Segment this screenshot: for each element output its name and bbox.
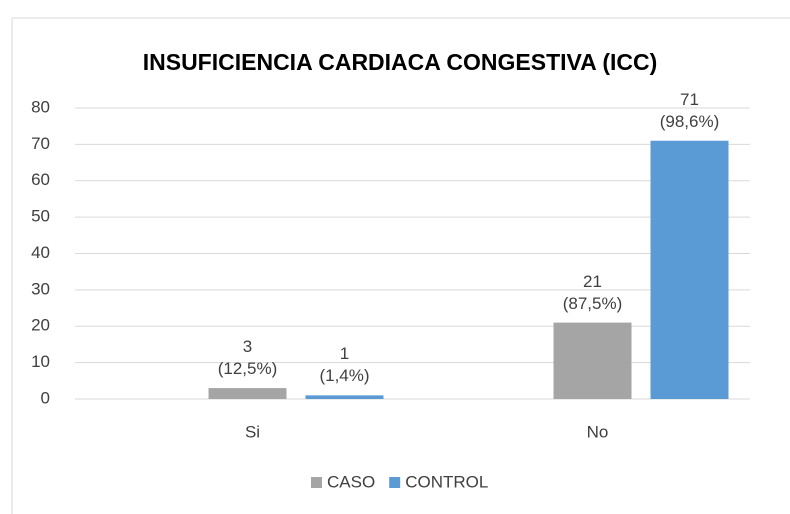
data-label: 71 (98,6%)	[659, 89, 720, 131]
data-label: 3 (12,5%)	[217, 337, 278, 379]
y-tick-label: 20	[31, 316, 50, 335]
x-tick-label: No	[587, 422, 609, 441]
legend-swatch	[389, 477, 401, 488]
bar	[305, 395, 384, 399]
y-tick-label: 40	[31, 243, 50, 262]
legend-label: CONTROL	[405, 472, 488, 491]
y-tick-label: 30	[31, 279, 50, 298]
bar	[208, 388, 287, 399]
y-tick-label: 60	[31, 170, 50, 189]
y-tick-label: 70	[31, 134, 50, 153]
y-tick-label: 50	[31, 207, 50, 226]
y-tick-label: 0	[41, 388, 50, 407]
legend-label: CASO	[327, 472, 375, 491]
x-tick-label: Si	[245, 422, 260, 441]
data-label: 21 (87,5%)	[562, 271, 623, 313]
legend-swatch	[311, 477, 322, 488]
y-tick-label: 10	[31, 352, 50, 371]
data-label: 1 (1,4%)	[319, 344, 370, 386]
y-tick-label: 80	[31, 97, 50, 116]
chart-title: INSUFICIENCIA CARDIACA CONGESTIVA (ICC)	[143, 49, 658, 75]
bar	[650, 140, 729, 400]
bar	[553, 322, 632, 399]
